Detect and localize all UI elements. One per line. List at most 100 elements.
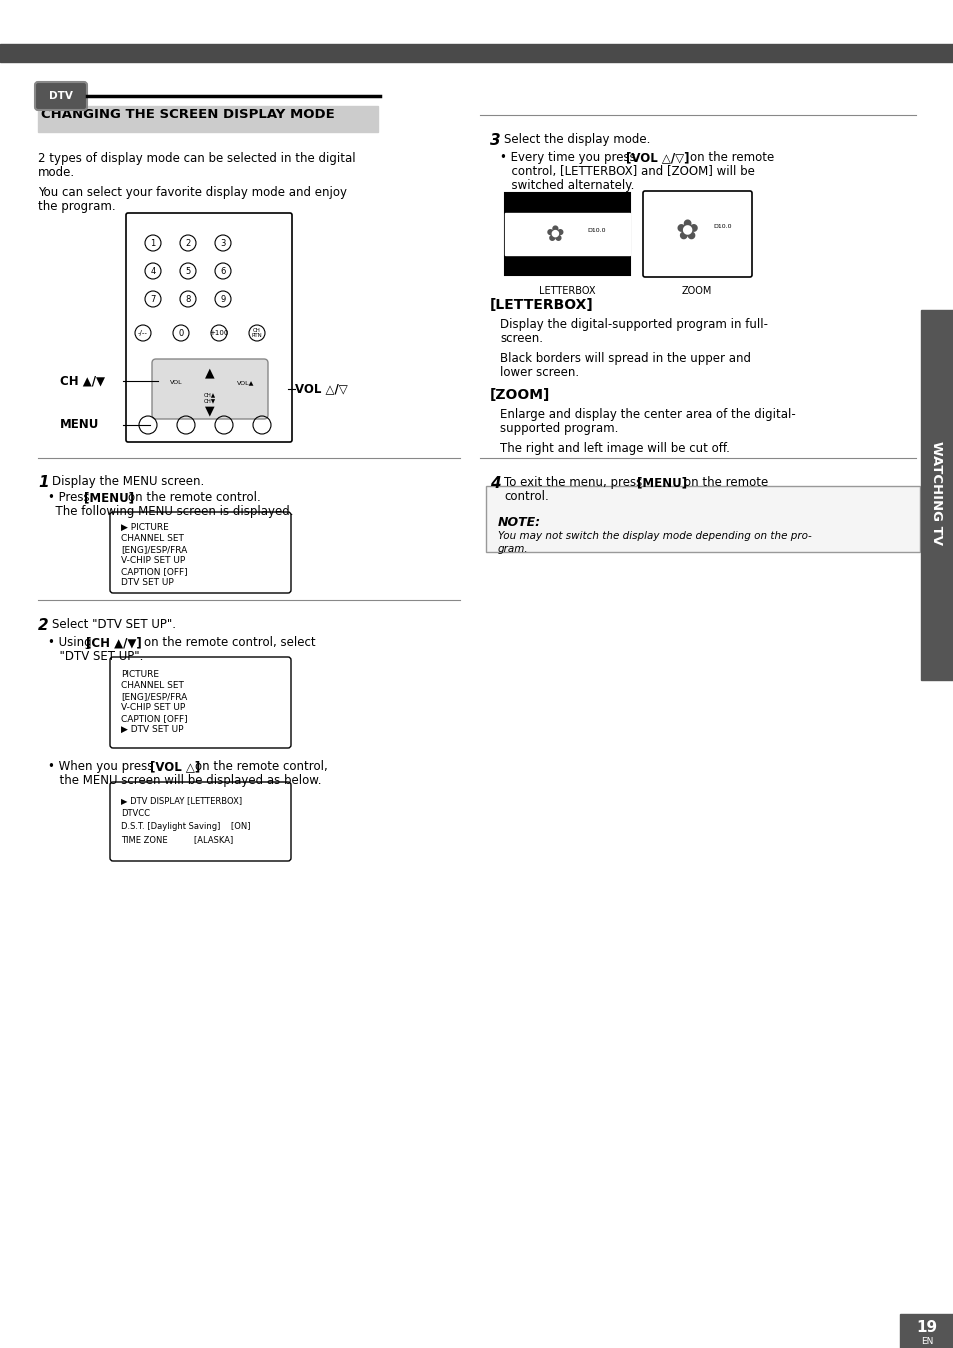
Text: • Every time you press: • Every time you press	[499, 151, 639, 164]
Text: PICTURE: PICTURE	[121, 670, 159, 679]
Text: ▶ PICTURE: ▶ PICTURE	[121, 523, 169, 532]
Text: 8: 8	[185, 294, 191, 303]
Text: [ZOOM]: [ZOOM]	[490, 388, 550, 402]
Text: Enlarge and display the center area of the digital-: Enlarge and display the center area of t…	[499, 408, 795, 421]
FancyBboxPatch shape	[35, 82, 87, 111]
Text: Select "DTV SET UP".: Select "DTV SET UP".	[52, 617, 175, 631]
Text: screen.: screen.	[499, 332, 542, 345]
Text: • When you press: • When you press	[48, 760, 157, 772]
Text: Select the display mode.: Select the display mode.	[503, 133, 650, 146]
Text: VOL △/▽: VOL △/▽	[294, 383, 348, 395]
FancyBboxPatch shape	[110, 782, 291, 861]
Text: [LETTERBOX]: [LETTERBOX]	[490, 298, 593, 311]
Text: 4: 4	[490, 476, 500, 491]
Text: 0: 0	[178, 329, 183, 337]
Text: LETTERBOX: LETTERBOX	[538, 286, 595, 297]
Text: "DTV SET UP".: "DTV SET UP".	[52, 650, 143, 663]
Text: ▼: ▼	[205, 404, 214, 418]
Text: switched alternately.: switched alternately.	[503, 179, 634, 191]
Text: MENU: MENU	[60, 418, 99, 431]
Text: • Press: • Press	[48, 491, 93, 504]
Text: on the remote control,: on the remote control,	[194, 760, 328, 772]
Text: ▶ DTV DISPLAY [LETTERBOX]: ▶ DTV DISPLAY [LETTERBOX]	[121, 797, 242, 805]
Text: Display the MENU screen.: Display the MENU screen.	[52, 474, 204, 488]
FancyBboxPatch shape	[152, 359, 268, 419]
Text: VOL: VOL	[170, 380, 182, 386]
Text: 3: 3	[220, 239, 226, 248]
Text: mode.: mode.	[38, 166, 75, 179]
Bar	[920, 310, 953, 679]
Text: 4: 4	[151, 267, 155, 275]
Text: Black borders will spread in the upper and: Black borders will spread in the upper a…	[499, 352, 750, 365]
Text: 19: 19	[916, 1321, 937, 1336]
Text: To exit the menu, press: To exit the menu, press	[503, 476, 645, 489]
Text: 2: 2	[38, 617, 49, 634]
Text: ✿: ✿	[675, 217, 698, 245]
Text: 9: 9	[220, 294, 226, 303]
FancyBboxPatch shape	[110, 512, 291, 593]
Bar	[504, 213, 629, 255]
Text: [MENU]: [MENU]	[84, 491, 134, 504]
Bar	[38, 106, 377, 132]
Text: DTV SET UP: DTV SET UP	[121, 578, 173, 586]
Text: You can select your favorite display mode and enjoy: You can select your favorite display mod…	[38, 186, 347, 200]
Text: [ENG]/ESP/FRA: [ENG]/ESP/FRA	[121, 692, 187, 701]
Text: VOL▲: VOL▲	[237, 380, 254, 386]
Text: You may not switch the display mode depending on the pro-: You may not switch the display mode depe…	[497, 531, 811, 541]
Text: ▶ DTV SET UP: ▶ DTV SET UP	[121, 725, 183, 735]
Text: DTVCC: DTVCC	[121, 809, 150, 818]
Bar	[0, 44, 953, 62]
Text: 7: 7	[151, 294, 155, 303]
Text: ▲: ▲	[205, 367, 214, 380]
Text: the program.: the program.	[38, 200, 115, 213]
Text: ✿: ✿	[545, 225, 564, 245]
Text: CAPTION [OFF]: CAPTION [OFF]	[121, 714, 188, 723]
Text: 1: 1	[151, 239, 155, 248]
Text: The right and left image will be cut off.: The right and left image will be cut off…	[499, 442, 729, 456]
Text: 2: 2	[185, 239, 191, 248]
Text: CH ▲/▼: CH ▲/▼	[60, 375, 105, 387]
Text: ZOOM: ZOOM	[681, 286, 712, 297]
Text: the MENU screen will be displayed as below.: the MENU screen will be displayed as bel…	[52, 774, 321, 787]
Text: V-CHIP SET UP: V-CHIP SET UP	[121, 555, 185, 565]
Text: [MENU]: [MENU]	[637, 476, 686, 489]
Text: 2 types of display mode can be selected in the digital: 2 types of display mode can be selected …	[38, 152, 355, 164]
Text: on the remote control.: on the remote control.	[128, 491, 260, 504]
Text: control.: control.	[503, 491, 548, 503]
Text: CHANNEL SET: CHANNEL SET	[121, 534, 184, 543]
Text: on the remote: on the remote	[683, 476, 767, 489]
Text: CH
RTN: CH RTN	[252, 328, 262, 338]
Text: [VOL △/▽]: [VOL △/▽]	[625, 151, 689, 164]
Text: on the remote: on the remote	[689, 151, 774, 164]
Text: NOTE:: NOTE:	[497, 516, 540, 528]
Text: EN: EN	[920, 1336, 932, 1345]
Text: V-CHIP SET UP: V-CHIP SET UP	[121, 704, 185, 712]
Text: D.S.T. [Daylight Saving]    [ON]: D.S.T. [Daylight Saving] [ON]	[121, 822, 251, 830]
FancyBboxPatch shape	[126, 213, 292, 442]
Text: 5: 5	[185, 267, 191, 275]
Text: Display the digital-supported program in full-: Display the digital-supported program in…	[499, 318, 767, 332]
Text: [ENG]/ESP/FRA: [ENG]/ESP/FRA	[121, 545, 187, 554]
Text: The following MENU screen is displayed.: The following MENU screen is displayed.	[48, 506, 294, 518]
Text: DTV: DTV	[49, 92, 72, 101]
Text: 1: 1	[38, 474, 49, 491]
FancyBboxPatch shape	[642, 191, 751, 276]
Text: supported program.: supported program.	[499, 422, 618, 435]
Text: • Using: • Using	[48, 636, 95, 648]
Bar	[899, 1314, 953, 1348]
Bar	[504, 193, 629, 275]
Text: D10.0: D10.0	[587, 229, 605, 233]
Text: [VOL △]: [VOL △]	[150, 760, 200, 772]
Text: TIME ZONE          [ALASKA]: TIME ZONE [ALASKA]	[121, 834, 233, 844]
Text: on the remote control, select: on the remote control, select	[144, 636, 315, 648]
Text: D10.0: D10.0	[713, 224, 732, 229]
Text: CH▲
CH▼: CH▲ CH▼	[204, 392, 215, 403]
Text: 6: 6	[220, 267, 226, 275]
Text: CAPTION [OFF]: CAPTION [OFF]	[121, 568, 188, 576]
Text: -/--: -/--	[138, 330, 148, 336]
Text: lower screen.: lower screen.	[499, 367, 578, 379]
Text: CHANNEL SET: CHANNEL SET	[121, 681, 184, 690]
Text: control, [LETTERBOX] and [ZOOM] will be: control, [LETTERBOX] and [ZOOM] will be	[503, 164, 754, 178]
Text: +100: +100	[209, 330, 229, 336]
Text: [CH ▲/▼]: [CH ▲/▼]	[86, 636, 142, 648]
